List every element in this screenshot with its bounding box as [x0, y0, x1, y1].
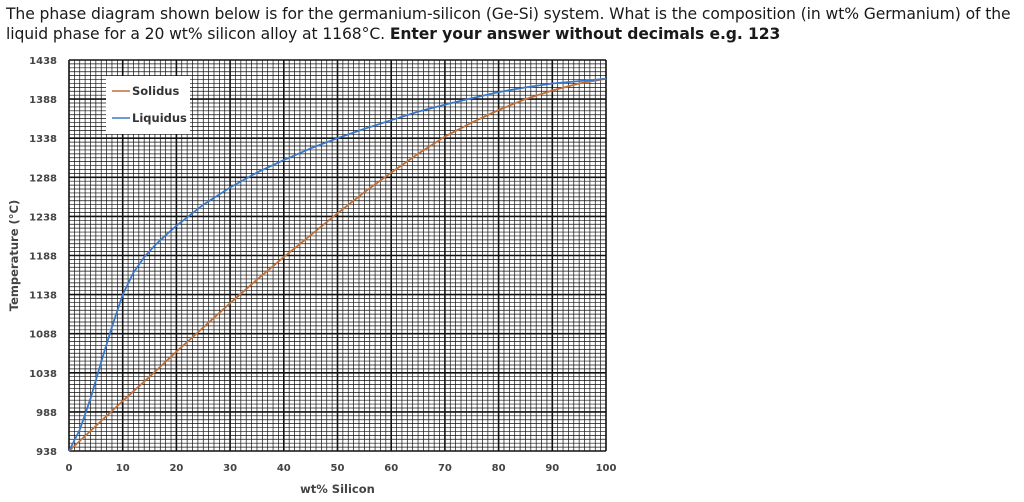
- y-tick-label: 1188: [29, 252, 57, 263]
- x-tick-label: 50: [331, 463, 345, 474]
- question-text: The phase diagram shown below is for the…: [6, 4, 1020, 44]
- answer-instruction: Enter your answer without decimals e.g. …: [389, 25, 781, 43]
- y-tick-label: 1238: [29, 212, 57, 223]
- x-tick-label: 20: [169, 463, 183, 474]
- y-tick-label: 1038: [29, 369, 57, 380]
- tick-labels: 0 10 20 30 40 50 60 70 80 90 100 938 988 1038 1088 1138…: [29, 56, 616, 474]
- y-tick-label: 988: [36, 408, 57, 419]
- x-tick-label: 40: [277, 463, 291, 474]
- legend-box: [106, 76, 190, 134]
- x-tick-label: 30: [223, 463, 237, 474]
- legend: Solidus Liquidus: [106, 76, 190, 134]
- y-tick-label: 1438: [29, 56, 57, 67]
- y-tick-label: 1138: [29, 291, 57, 302]
- series-line-solidus: [68, 77, 607, 452]
- x-tick-label: 80: [492, 463, 506, 474]
- x-tick-label: 60: [384, 463, 398, 474]
- x-tick-label: 0: [66, 463, 73, 474]
- y-tick-label: 938: [36, 447, 57, 458]
- y-tick-label: 1338: [29, 134, 57, 145]
- series-line-liquidus: [68, 77, 607, 452]
- x-tick-label: 10: [116, 463, 130, 474]
- x-tick-label: 90: [545, 463, 559, 474]
- legend-label-solidus: Solidus: [132, 84, 179, 98]
- x-tick-label: 70: [438, 463, 452, 474]
- series-lines: [68, 77, 607, 452]
- x-axis-label: wt% Silicon: [300, 482, 375, 496]
- phase-diagram-chart: 0 10 20 30 40 50 60 70 80 90 100 938 988 1038 1088 1138…: [7, 56, 616, 496]
- question-body: The phase diagram shown below is for the…: [6, 5, 1011, 43]
- y-tick-label: 1088: [29, 330, 57, 341]
- y-tick-label: 1288: [29, 173, 57, 184]
- y-axis-label: Temperature (°C): [7, 200, 21, 311]
- legend-label-liquidus: Liquidus: [132, 111, 187, 125]
- y-tick-label: 1388: [29, 95, 57, 106]
- x-tick-label: 100: [596, 463, 617, 474]
